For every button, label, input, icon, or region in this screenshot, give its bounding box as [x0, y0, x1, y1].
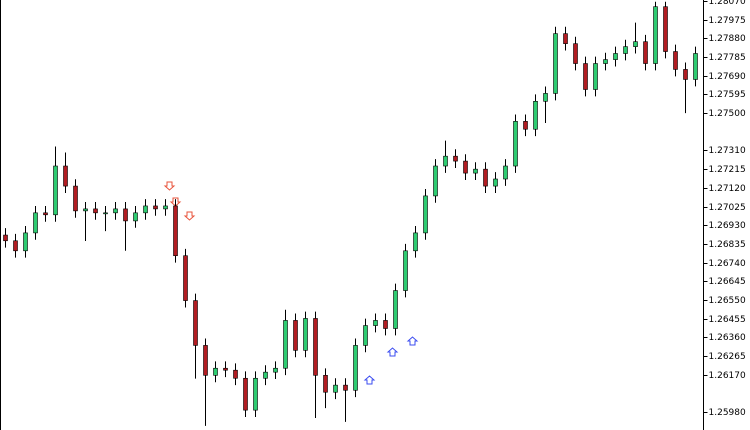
y-tick-label: 1.26455	[709, 315, 746, 325]
candle-body	[283, 320, 288, 369]
y-tick-label: 1.26360	[709, 333, 746, 343]
candle-body	[93, 208, 98, 214]
candle-body	[553, 33, 558, 94]
y-tick-label: 1.27120	[709, 184, 746, 194]
y-tick-label: 1.27975	[709, 16, 746, 26]
candle-body	[423, 195, 428, 234]
candle-body	[643, 41, 648, 64]
y-tick-label: 1.26265	[709, 352, 746, 362]
y-tick-label: 1.27310	[709, 146, 746, 156]
candle-body	[333, 384, 338, 393]
candle-body	[633, 41, 638, 47]
candle-body	[113, 208, 118, 214]
candle-body	[203, 345, 208, 376]
candle-body	[103, 212, 108, 215]
candle-body	[263, 371, 268, 379]
y-tick-label: 1.25980	[709, 408, 746, 418]
candle-body	[123, 208, 128, 222]
y-tick-label: 1.26550	[709, 296, 746, 306]
candle-body	[443, 155, 448, 167]
candle-body	[3, 234, 8, 242]
candle-body	[563, 33, 568, 44]
down-fractal	[183, 211, 196, 221]
candle-body	[293, 320, 298, 351]
candle-body	[593, 63, 598, 90]
candle-body	[213, 367, 218, 376]
y-tick-label: 1.26170	[709, 371, 746, 381]
candle-body	[273, 367, 278, 373]
up-fractal	[386, 347, 399, 357]
candle-body	[233, 369, 238, 379]
candle-body	[543, 93, 548, 102]
candle-body	[53, 165, 58, 216]
candle-body	[523, 121, 528, 130]
candle-body	[433, 165, 438, 197]
candle-body	[383, 320, 388, 329]
candle-body	[413, 232, 418, 252]
candle-body	[303, 318, 308, 351]
candle-body	[313, 318, 318, 376]
down-fractal	[169, 197, 182, 207]
candle-body	[173, 205, 178, 257]
candle-body	[133, 212, 138, 222]
candle-body	[43, 212, 48, 216]
up-fractal	[406, 336, 419, 346]
fractal-markers	[163, 181, 419, 385]
y-tick-label: 1.27500	[709, 109, 746, 119]
candle-body	[473, 168, 478, 174]
candle-body	[143, 205, 148, 214]
candle-body	[483, 168, 488, 187]
y-tick-label: 1.27880	[709, 34, 746, 44]
candle-body	[683, 69, 688, 80]
candle-body	[373, 320, 378, 326]
candle-body	[463, 160, 468, 174]
candle-body	[73, 185, 78, 212]
candle-body	[83, 208, 88, 212]
y-tick-label: 1.26645	[709, 277, 746, 287]
candle-body	[493, 178, 498, 187]
candle-body	[363, 325, 368, 346]
candle-body	[673, 51, 678, 70]
candle-body	[533, 101, 538, 130]
candle-body	[513, 121, 518, 167]
candle-body	[33, 212, 38, 234]
candle-body	[453, 155, 458, 162]
candle-body	[393, 290, 398, 329]
candle-body	[343, 384, 348, 391]
candle-body	[663, 6, 668, 52]
candle-body	[13, 240, 18, 252]
candle-body	[323, 375, 328, 393]
y-tick-label: 1.27690	[709, 72, 746, 82]
candle-body	[63, 165, 68, 187]
candle-body	[603, 59, 608, 64]
candle-body	[183, 255, 188, 301]
y-tick-label: 1.28070	[709, 0, 746, 7]
y-tick-label: 1.26835	[709, 240, 746, 250]
candle-body	[693, 53, 698, 80]
candle-body	[223, 367, 228, 371]
down-fractal	[163, 181, 176, 191]
candle-body	[623, 46, 628, 54]
candle-body	[253, 377, 258, 411]
candle-body	[653, 6, 658, 64]
up-fractal	[363, 375, 376, 385]
candle-body	[243, 377, 248, 411]
candle-body	[573, 43, 578, 64]
y-tick-label: 1.26930	[709, 221, 746, 231]
candle-body	[23, 232, 28, 252]
y-tick-label: 1.27595	[709, 90, 746, 100]
y-tick-label: 1.27785	[709, 53, 746, 63]
candle-body	[503, 165, 508, 180]
candle-body	[163, 205, 168, 210]
candle-body	[153, 205, 158, 210]
y-tick-label: 1.27025	[709, 203, 746, 213]
candle-body	[403, 250, 408, 291]
y-tick-label: 1.27215	[709, 165, 746, 175]
candle-body	[193, 300, 198, 346]
candle-body	[583, 63, 588, 90]
candle-body	[613, 53, 618, 60]
y-tick-label: 1.26740	[709, 259, 746, 269]
candle-body	[353, 345, 358, 391]
